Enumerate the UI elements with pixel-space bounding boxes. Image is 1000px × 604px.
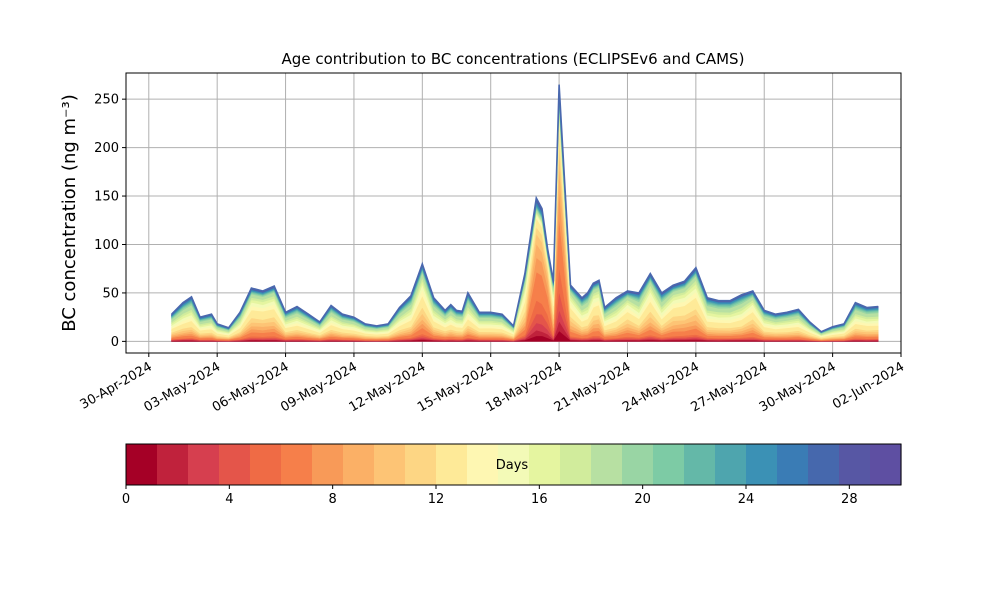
colorbar-segment — [684, 444, 716, 485]
colorbar-tick-label: 28 — [841, 492, 858, 507]
colorbar-segment — [343, 444, 375, 485]
colorbar-label: Days — [496, 458, 529, 473]
x-tick-label: 15-May-2024 — [415, 359, 497, 415]
colorbar-segment — [498, 444, 530, 485]
x-tick-label: 27-May-2024 — [689, 359, 771, 415]
colorbar-segment — [374, 444, 406, 485]
colorbar-segment — [870, 444, 902, 485]
y-tick-label: 250 — [94, 93, 119, 108]
colorbar-segment — [529, 444, 561, 485]
colorbar-segment — [312, 444, 344, 485]
colorbar-frame — [125, 443, 902, 486]
axis-layer: 05010015020025030-Apr-202403-May-202406-… — [78, 93, 907, 416]
colorbar-segment — [436, 444, 468, 485]
colorbar-segment — [560, 444, 592, 485]
stacked-area-layer — [171, 84, 879, 342]
total-line — [171, 84, 879, 333]
colorbar-segment — [126, 444, 158, 485]
colorbar-segment — [219, 444, 251, 485]
y-tick-label: 0 — [111, 335, 119, 350]
x-tick-label: 03-May-2024 — [141, 359, 223, 415]
colorbar-axis: 0 4 8 12 16 20 24 28 — [122, 485, 858, 507]
x-tick-label: 30-May-2024 — [757, 359, 839, 415]
x-tick-label: 24-May-2024 — [620, 359, 702, 415]
x-tick-label: 12-May-2024 — [347, 359, 429, 415]
colorbar-segment — [746, 444, 778, 485]
y-tick-label: 200 — [94, 141, 119, 156]
y-tick-label: 100 — [94, 238, 119, 253]
colorbar-segment — [405, 444, 437, 485]
colorbar-segment — [777, 444, 809, 485]
colorbar-segment — [281, 444, 313, 485]
colorbar-segment — [839, 444, 871, 485]
x-tick-label: 21-May-2024 — [552, 359, 634, 415]
colorbar-tick-label: 24 — [738, 492, 755, 507]
x-tick-label: 06-May-2024 — [210, 359, 292, 415]
colorbar-tick-label: 12 — [428, 492, 445, 507]
colorbar-segment — [622, 444, 654, 485]
y-tick-label: 150 — [94, 190, 119, 205]
colorbar-segment — [250, 444, 282, 485]
colorbar-tick-label: 16 — [531, 492, 548, 507]
colorbar-segment — [188, 444, 220, 485]
y-axis-label: BC concentration (ng m⁻³) — [59, 94, 80, 332]
colorbar-tick-label: 8 — [329, 492, 337, 507]
x-tick-label: 18-May-2024 — [483, 359, 565, 415]
colorbar-segment — [715, 444, 747, 485]
colorbar-segment — [467, 444, 499, 485]
colorbar-tick-label: 0 — [122, 492, 130, 507]
colorbar-segment — [808, 444, 840, 485]
colorbar-segment — [591, 444, 623, 485]
x-tick-label: 09-May-2024 — [278, 359, 360, 415]
plot-frame — [125, 72, 902, 354]
colorbar-tick-label: 4 — [225, 492, 233, 507]
y-tick-label: 50 — [102, 286, 119, 301]
x-tick-label: 02-Jun-2024 — [830, 359, 907, 412]
colorbar-tick-label: 20 — [634, 492, 651, 507]
colorbar — [126, 444, 902, 485]
chart-title: Age contribution to BC concentrations (E… — [282, 50, 745, 68]
colorbar-segment — [157, 444, 189, 485]
colorbar-segment — [653, 444, 685, 485]
